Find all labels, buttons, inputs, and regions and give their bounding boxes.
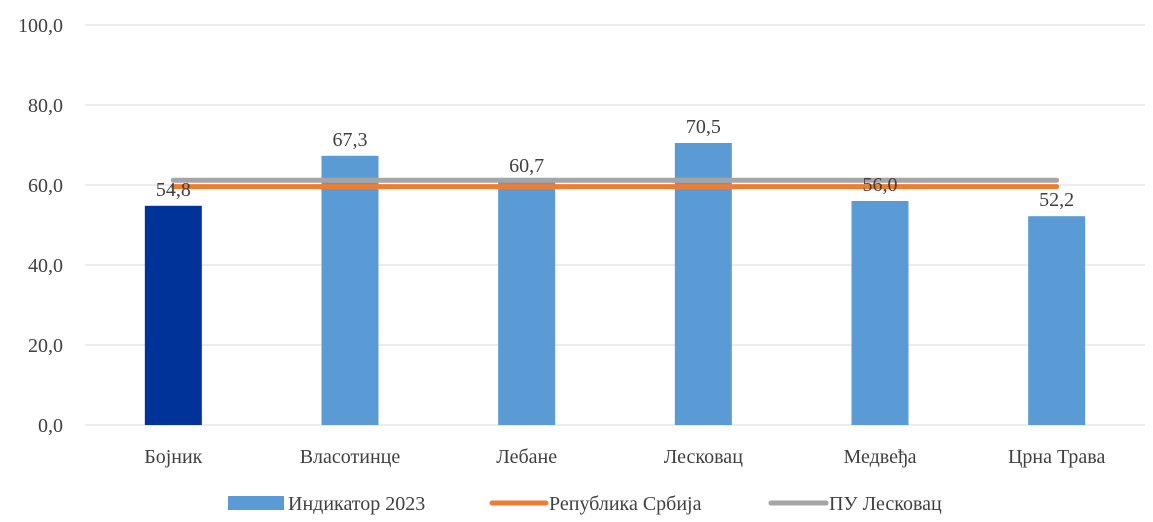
data-label: 56,0	[863, 174, 898, 196]
data-label: 52,2	[1039, 189, 1074, 211]
data-label: 60,7	[509, 155, 544, 177]
y-tick-label: 80,0	[28, 95, 63, 117]
legend-swatch-indikator	[228, 496, 284, 510]
x-tick-label: Медвеђа	[843, 446, 916, 468]
legend-label: ПУ Лесковац	[829, 493, 942, 515]
bar	[674, 143, 732, 425]
x-tick-label: Црна Трава	[1008, 446, 1106, 468]
data-label: 67,3	[333, 129, 368, 151]
x-tick-label: Власотинце	[300, 446, 401, 468]
bar	[144, 205, 202, 425]
bar	[851, 201, 909, 425]
x-tick-label: Лесковац	[664, 446, 743, 468]
data-label: 54,8	[156, 179, 191, 201]
data-label: 70,5	[686, 116, 721, 138]
y-tick-label: 0,0	[38, 415, 63, 437]
x-tick-label: Бојник	[144, 446, 202, 468]
bar	[321, 155, 379, 426]
y-tick-label: 60,0	[28, 175, 63, 197]
bar	[498, 182, 556, 425]
y-tick-label: 20,0	[28, 335, 63, 357]
y-tick-label: 40,0	[28, 255, 63, 277]
legend-label: Република Србија	[549, 493, 702, 515]
x-tick-label: Лебане	[496, 446, 557, 468]
bar	[1028, 216, 1086, 425]
legend-label: Индикатор 2023	[288, 493, 425, 515]
y-tick-label: 100,0	[18, 15, 63, 37]
